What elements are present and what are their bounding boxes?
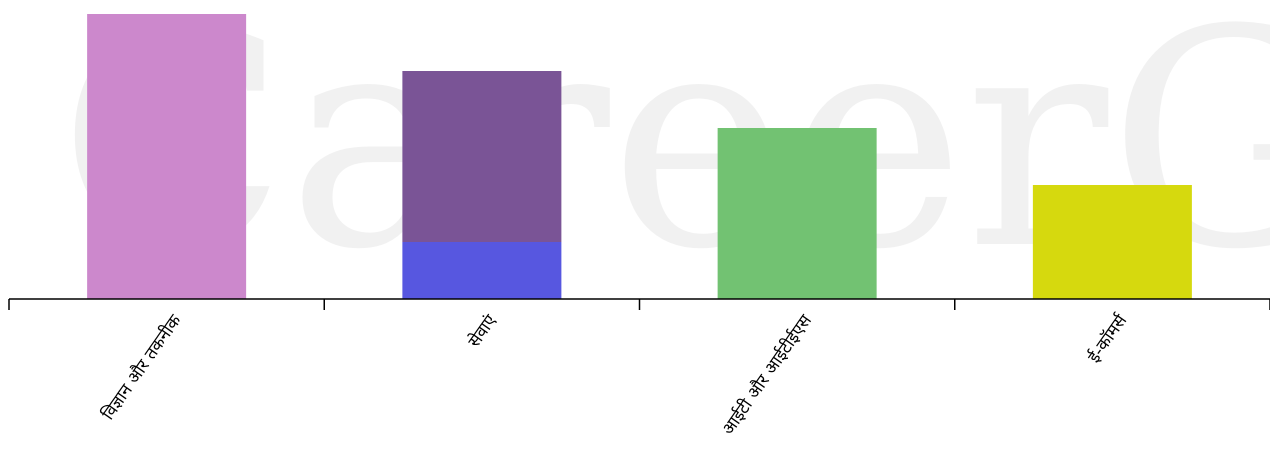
x-ticks-layer	[8, 299, 1270, 310]
bar-cat3-series4	[1032, 185, 1192, 299]
bar-cat1-series1	[402, 242, 562, 299]
x-tick-label-1: सेवाएं	[464, 310, 501, 351]
bars-layer	[87, 14, 1192, 299]
x-tick-labels-layer: विज्ञान और तकनीक सेवाएं आईटी और आईटीईएस ई-क…	[98, 310, 1132, 439]
x-tick-label-0: विज्ञान और तकनीक	[98, 310, 187, 424]
bar-cat1-series2	[402, 71, 562, 242]
bar-cat2-series3	[717, 128, 877, 299]
x-tick-label-2: आईटी और आईटीईएस	[718, 310, 817, 439]
x-tick-label-3: ई-कॉमर्स	[1083, 310, 1132, 367]
bar-cat0-series0	[87, 14, 247, 299]
